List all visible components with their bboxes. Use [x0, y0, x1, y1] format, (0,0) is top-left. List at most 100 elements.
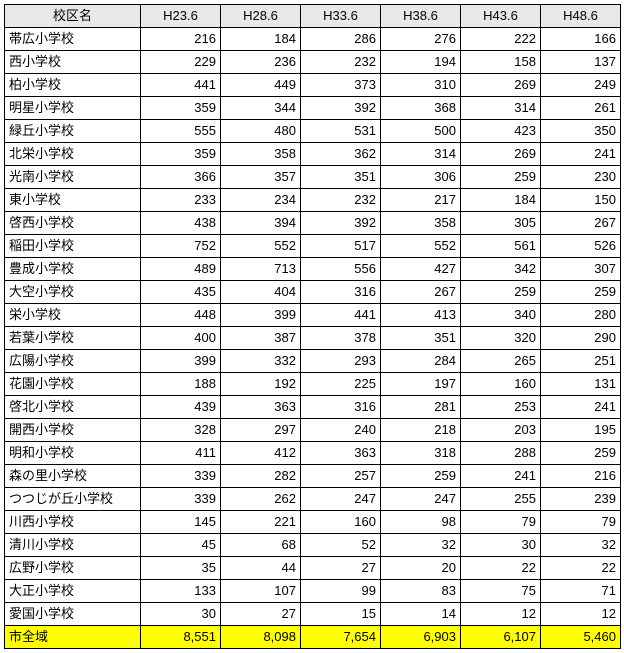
total-value: 7,654 — [301, 626, 381, 649]
cell-value: 14 — [381, 603, 461, 626]
row-name: 大空小学校 — [5, 281, 141, 304]
table-row: つつじが丘小学校339262247247255239 — [5, 488, 621, 511]
cell-value: 350 — [541, 120, 621, 143]
table-row: 光南小学校366357351306259230 — [5, 166, 621, 189]
table-row: 北栄小学校359358362314269241 — [5, 143, 621, 166]
row-name: 開西小学校 — [5, 419, 141, 442]
cell-value: 236 — [221, 51, 301, 74]
cell-value: 307 — [541, 258, 621, 281]
cell-value: 233 — [141, 189, 221, 212]
table-row: 広陽小学校399332293284265251 — [5, 350, 621, 373]
cell-value: 310 — [381, 74, 461, 97]
cell-value: 240 — [301, 419, 381, 442]
cell-value: 184 — [221, 28, 301, 51]
cell-value: 197 — [381, 373, 461, 396]
cell-value: 439 — [141, 396, 221, 419]
cell-value: 45 — [141, 534, 221, 557]
cell-value: 188 — [141, 373, 221, 396]
cell-value: 259 — [381, 465, 461, 488]
table-row: 開西小学校328297240218203195 — [5, 419, 621, 442]
row-name: 西小学校 — [5, 51, 141, 74]
col-header-period: H28.6 — [221, 5, 301, 28]
row-name: つつじが丘小学校 — [5, 488, 141, 511]
cell-value: 247 — [381, 488, 461, 511]
cell-value: 216 — [541, 465, 621, 488]
cell-value: 79 — [541, 511, 621, 534]
cell-value: 387 — [221, 327, 301, 350]
row-name: 栄小学校 — [5, 304, 141, 327]
cell-value: 358 — [221, 143, 301, 166]
cell-value: 259 — [461, 166, 541, 189]
total-value: 6,903 — [381, 626, 461, 649]
cell-value: 363 — [221, 396, 301, 419]
cell-value: 358 — [381, 212, 461, 235]
total-value: 6,107 — [461, 626, 541, 649]
cell-value: 75 — [461, 580, 541, 603]
cell-value: 79 — [461, 511, 541, 534]
cell-value: 239 — [541, 488, 621, 511]
table-row: 緑丘小学校555480531500423350 — [5, 120, 621, 143]
cell-value: 526 — [541, 235, 621, 258]
cell-value: 30 — [461, 534, 541, 557]
cell-value: 44 — [221, 557, 301, 580]
col-header-period: H38.6 — [381, 5, 461, 28]
cell-value: 35 — [141, 557, 221, 580]
cell-value: 22 — [541, 557, 621, 580]
table-row: 東小学校233234232217184150 — [5, 189, 621, 212]
cell-value: 253 — [461, 396, 541, 419]
cell-value: 332 — [221, 350, 301, 373]
cell-value: 500 — [381, 120, 461, 143]
cell-value: 411 — [141, 442, 221, 465]
total-value: 8,551 — [141, 626, 221, 649]
col-header-period: H48.6 — [541, 5, 621, 28]
col-header-period: H33.6 — [301, 5, 381, 28]
cell-value: 216 — [141, 28, 221, 51]
cell-value: 362 — [301, 143, 381, 166]
cell-value: 27 — [301, 557, 381, 580]
school-district-table: 校区名H23.6H28.6H33.6H38.6H43.6H48.6 帯広小学校2… — [4, 4, 621, 649]
table-row: 清川小学校456852323032 — [5, 534, 621, 557]
cell-value: 399 — [221, 304, 301, 327]
cell-value: 359 — [141, 97, 221, 120]
cell-value: 441 — [141, 74, 221, 97]
cell-value: 131 — [541, 373, 621, 396]
cell-value: 288 — [461, 442, 541, 465]
cell-value: 195 — [541, 419, 621, 442]
row-name: 愛国小学校 — [5, 603, 141, 626]
cell-value: 328 — [141, 419, 221, 442]
cell-value: 145 — [141, 511, 221, 534]
cell-value: 251 — [541, 350, 621, 373]
cell-value: 297 — [221, 419, 301, 442]
cell-value: 378 — [301, 327, 381, 350]
cell-value: 441 — [301, 304, 381, 327]
table-row: 広野小学校354427202222 — [5, 557, 621, 580]
cell-value: 293 — [301, 350, 381, 373]
cell-value: 314 — [381, 143, 461, 166]
table-row: 森の里小学校339282257259241216 — [5, 465, 621, 488]
cell-value: 438 — [141, 212, 221, 235]
row-name: 豊成小学校 — [5, 258, 141, 281]
cell-value: 267 — [541, 212, 621, 235]
cell-value: 276 — [381, 28, 461, 51]
cell-value: 265 — [461, 350, 541, 373]
table-row: 栄小学校448399441413340280 — [5, 304, 621, 327]
cell-value: 561 — [461, 235, 541, 258]
cell-value: 342 — [461, 258, 541, 281]
table-row: 稲田小学校752552517552561526 — [5, 235, 621, 258]
cell-value: 320 — [461, 327, 541, 350]
cell-value: 556 — [301, 258, 381, 281]
cell-value: 12 — [541, 603, 621, 626]
row-name: 清川小学校 — [5, 534, 141, 557]
cell-value: 489 — [141, 258, 221, 281]
cell-value: 99 — [301, 580, 381, 603]
cell-value: 230 — [541, 166, 621, 189]
row-name: 明星小学校 — [5, 97, 141, 120]
cell-value: 449 — [221, 74, 301, 97]
cell-value: 555 — [141, 120, 221, 143]
table-row: 啓西小学校438394392358305267 — [5, 212, 621, 235]
cell-value: 286 — [301, 28, 381, 51]
cell-value: 368 — [381, 97, 461, 120]
cell-value: 192 — [221, 373, 301, 396]
cell-value: 247 — [301, 488, 381, 511]
cell-value: 448 — [141, 304, 221, 327]
